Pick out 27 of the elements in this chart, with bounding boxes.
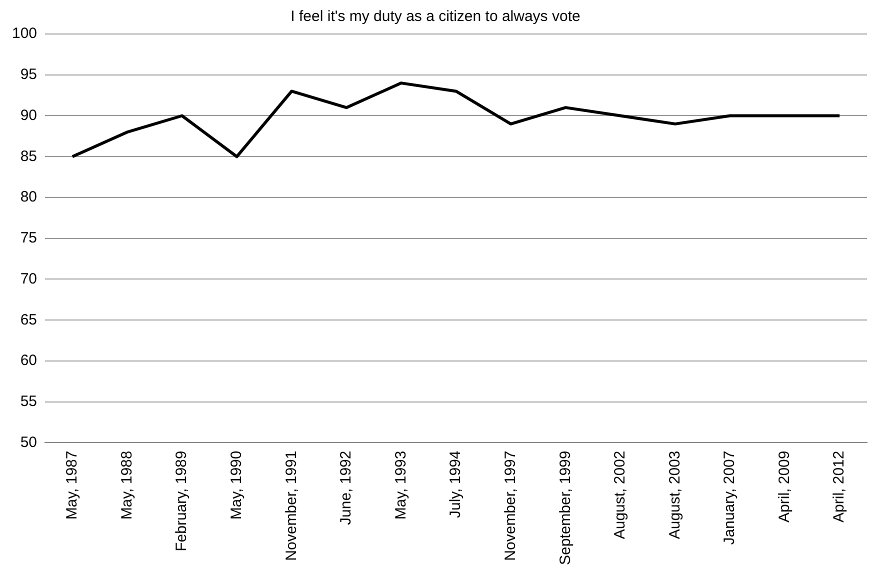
- x-tick-label: June, 1992: [338, 450, 355, 525]
- y-tick-label: 100: [12, 25, 38, 42]
- y-tick-label: 70: [20, 270, 38, 288]
- y-tick-label: 55: [20, 393, 38, 410]
- x-tick-label: September, 1999: [556, 450, 574, 566]
- y-tick-label: 50: [20, 434, 38, 451]
- x-tick-label: April, 2009: [776, 450, 793, 522]
- y-tick-label: 65: [20, 311, 38, 328]
- chart-title: I feel it's my duty as a citizen to always vote: [290, 8, 580, 26]
- x-tick-label: May, 1988: [118, 450, 136, 520]
- x-tick-label: May, 1987: [64, 450, 81, 520]
- x-tick-label: August, 2003: [666, 450, 684, 540]
- y-tick-label: 80: [20, 188, 38, 206]
- x-tick-label: February, 1989: [173, 450, 190, 552]
- x-tick-label: July, 1994: [447, 450, 464, 518]
- x-tick-label: May, 1993: [392, 450, 410, 520]
- x-tick-label: April, 2012: [830, 450, 848, 522]
- y-tick-label: 60: [20, 352, 38, 370]
- y-tick-label: 95: [20, 66, 38, 84]
- x-tick-label: November, 1997: [502, 450, 519, 561]
- x-tick-label: January, 2007: [721, 450, 738, 545]
- x-tick-label: August, 2002: [612, 450, 629, 540]
- y-tick-label: 85: [20, 148, 38, 165]
- x-tick-label: May, 1990: [228, 450, 245, 520]
- y-tick-label: 75: [20, 230, 38, 247]
- y-tick-label: 90: [20, 106, 38, 124]
- x-tick-label: November, 1991: [282, 450, 300, 561]
